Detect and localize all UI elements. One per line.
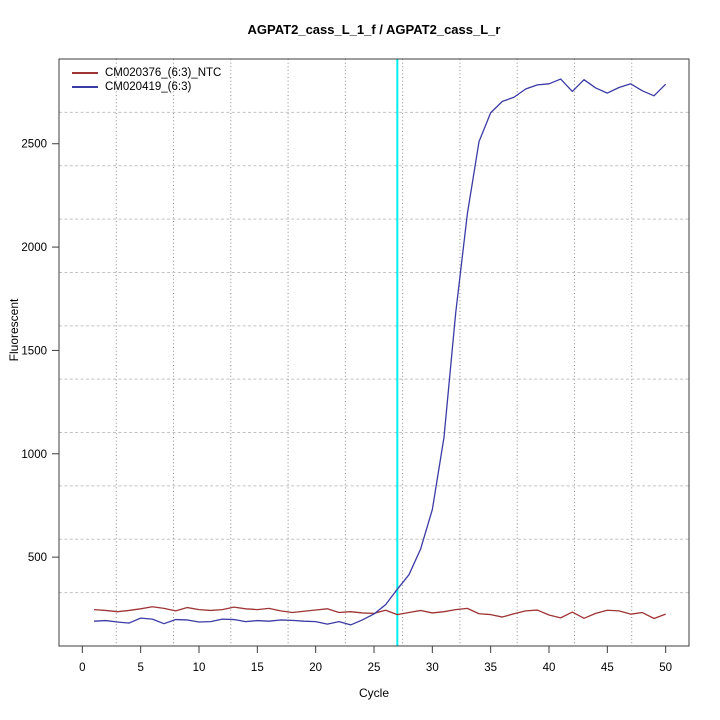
legend-label-ntc: CM020376_(6:3)_NTC	[105, 67, 222, 79]
sample-line-swatch-icon	[72, 86, 98, 88]
x-tick-label: 5	[137, 662, 143, 674]
x-tick-label: 10	[193, 662, 206, 674]
x-tick-label: 40	[543, 662, 556, 674]
x-tick-label: 45	[601, 662, 614, 674]
x-tick-label: 30	[426, 662, 439, 674]
legend-entry-ntc: CM020376_(6:3)_NTC	[72, 66, 221, 80]
x-tick-label: 25	[368, 662, 381, 674]
ntc-line-swatch-icon	[72, 72, 98, 74]
x-tick-label: 15	[251, 662, 264, 674]
plot-box	[58, 58, 690, 647]
sample-series-line	[93, 78, 667, 626]
x-tick-label: 50	[659, 662, 672, 674]
y-tick-label: 1000	[21, 449, 47, 461]
y-tick-label: 500	[28, 552, 47, 564]
chart-title: AGPAT2_cass_L_1_f / AGPAT2_cass_L_r	[247, 22, 501, 37]
y-tick-label: 1500	[21, 345, 47, 357]
legend: CM020376_(6:3)_NTC CM020419_(6:3)	[72, 66, 221, 94]
ntc-series-line	[93, 606, 666, 620]
x-tick-label: 0	[79, 662, 85, 674]
x-axis-title: Cycle	[358, 686, 389, 700]
x-tick-label: 35	[484, 662, 497, 674]
x-tick-label: 20	[309, 662, 322, 674]
legend-entry-sample: CM020419_(6:3)	[72, 80, 221, 94]
y-tick-label: 2500	[21, 139, 47, 151]
y-tick-label: 2000	[21, 242, 47, 254]
legend-label-sample: CM020419_(6:3)	[105, 81, 192, 93]
